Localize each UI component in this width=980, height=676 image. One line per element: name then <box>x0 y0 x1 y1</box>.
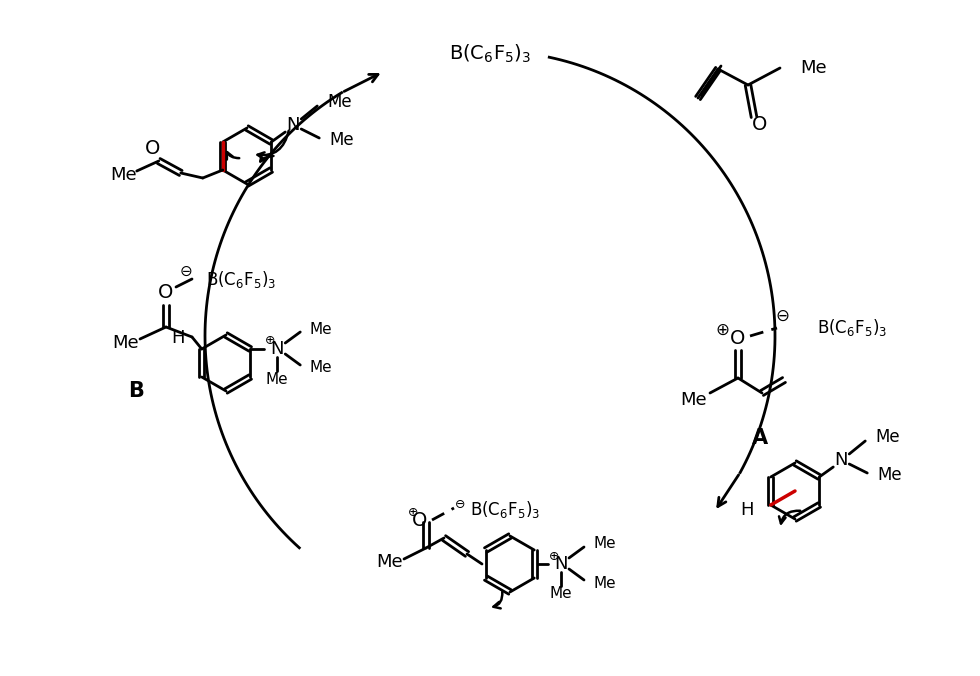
Text: N: N <box>270 340 284 358</box>
Text: ⊖: ⊖ <box>179 264 192 279</box>
Text: H: H <box>172 329 185 347</box>
Text: O: O <box>413 510 427 529</box>
Text: $\mathregular{B(C_6F_5)_3}$: $\mathregular{B(C_6F_5)_3}$ <box>470 500 540 521</box>
Text: ⊕: ⊕ <box>265 335 275 347</box>
Text: Me: Me <box>327 93 352 111</box>
Text: Me: Me <box>113 334 139 352</box>
Text: N: N <box>835 451 848 469</box>
Text: Me: Me <box>800 59 826 77</box>
Text: ⊖: ⊖ <box>775 307 789 325</box>
Text: ⊕: ⊕ <box>408 506 418 518</box>
Text: Me: Me <box>310 322 332 337</box>
Text: Me: Me <box>310 360 332 375</box>
Text: $\mathbf{A}$: $\mathbf{A}$ <box>751 428 769 448</box>
Text: Me: Me <box>329 131 354 149</box>
Text: Me: Me <box>877 466 902 484</box>
Text: O: O <box>730 329 746 347</box>
Text: Me: Me <box>681 391 708 409</box>
Text: Me: Me <box>266 372 288 387</box>
Text: Me: Me <box>550 587 572 602</box>
Text: ⊕: ⊕ <box>549 550 560 562</box>
Text: Me: Me <box>111 166 137 184</box>
Text: N: N <box>286 116 300 134</box>
Text: O: O <box>753 116 767 135</box>
Text: Me: Me <box>875 428 900 446</box>
Text: H: H <box>740 501 754 519</box>
Text: O: O <box>159 283 173 302</box>
Text: ⊕: ⊕ <box>715 321 729 339</box>
Text: Me: Me <box>593 537 615 552</box>
Text: ⊖: ⊖ <box>455 498 466 512</box>
Text: N: N <box>555 555 567 573</box>
Text: $\mathregular{B(C_6F_5)_3}$: $\mathregular{B(C_6F_5)_3}$ <box>817 318 887 339</box>
Text: $\mathregular{B(C_6F_5)_3}$: $\mathregular{B(C_6F_5)_3}$ <box>206 268 276 289</box>
Text: Me: Me <box>376 553 404 571</box>
Text: $\mathregular{B(C_6F_5)_3}$: $\mathregular{B(C_6F_5)_3}$ <box>449 43 531 65</box>
Text: Me: Me <box>593 575 615 591</box>
Text: O: O <box>145 139 161 158</box>
Text: $\mathbf{B}$: $\mathbf{B}$ <box>127 381 144 401</box>
